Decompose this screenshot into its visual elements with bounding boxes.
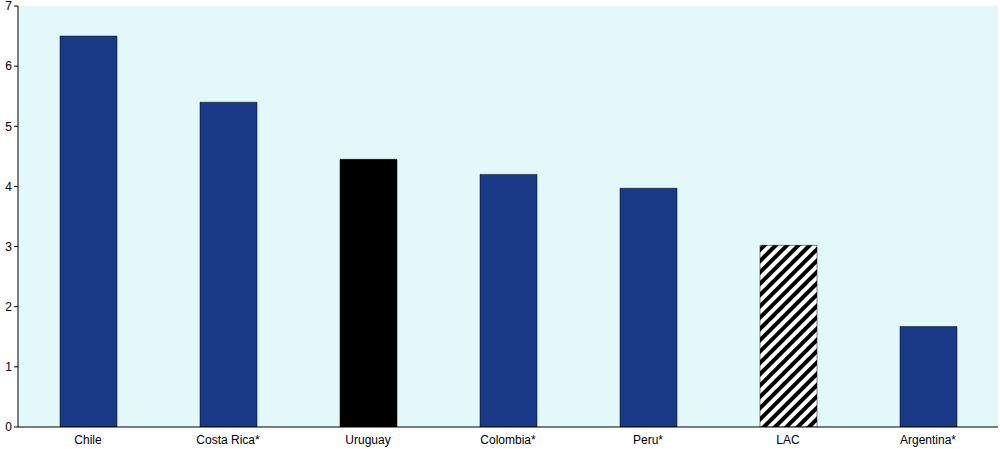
svg-text:Peru*: Peru* <box>633 433 663 447</box>
svg-text:2: 2 <box>8 300 12 314</box>
svg-text:1: 1 <box>8 360 12 374</box>
svg-text:3: 3 <box>8 240 12 254</box>
svg-text:5: 5 <box>8 120 12 134</box>
svg-text:Chile: Chile <box>74 433 102 447</box>
svg-text:7: 7 <box>8 0 12 13</box>
svg-text:Uruguay: Uruguay <box>345 433 390 447</box>
svg-text:Costa Rica*: Costa Rica* <box>196 433 260 447</box>
svg-text:Argentina*: Argentina* <box>900 433 956 447</box>
svg-text:LAC: LAC <box>776 433 800 447</box>
svg-text:Colombia*: Colombia* <box>480 433 536 447</box>
svg-text:0: 0 <box>8 420 12 434</box>
svg-text:4: 4 <box>8 180 12 194</box>
svg-text:6: 6 <box>8 59 12 73</box>
